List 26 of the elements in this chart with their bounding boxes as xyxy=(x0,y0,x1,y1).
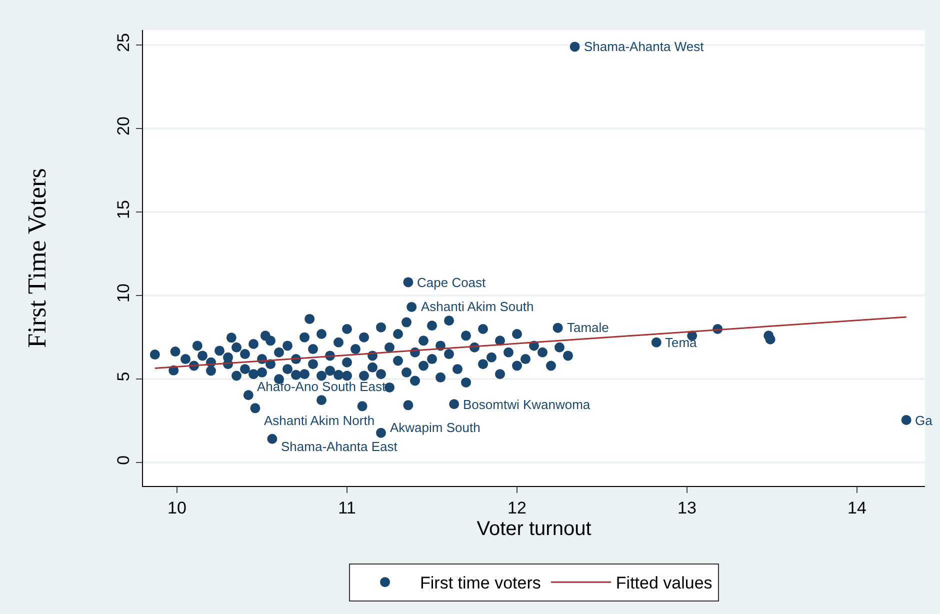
annotation: Ashanti Akim South xyxy=(421,299,534,314)
legend-label: First time voters xyxy=(420,574,541,593)
y-tick-label: 10 xyxy=(114,284,134,302)
annotation: Shama-Ahanta East xyxy=(281,439,398,454)
y-tick-label: 0 xyxy=(114,455,134,465)
y-tick-label: 15 xyxy=(114,200,134,219)
x-tick-label: 13 xyxy=(678,498,696,518)
x-tick-label: 14 xyxy=(848,498,866,518)
annotation: Shama-Ahanta West xyxy=(584,39,704,54)
y-tick-label: 5 xyxy=(114,372,134,382)
y-tick-label: 25 xyxy=(114,33,134,52)
annotation: Akwapim South xyxy=(390,420,480,435)
annotation: Cape Coast xyxy=(417,275,486,290)
annotation: Tema xyxy=(665,335,698,350)
x-axis-title: Voter turnout xyxy=(476,518,592,540)
x-tick-label: 12 xyxy=(508,498,526,518)
x-tick-label: 10 xyxy=(168,498,186,518)
y-tick-label: 20 xyxy=(114,116,134,136)
annotation: Ahafo-Ano South East xyxy=(257,379,386,394)
y-axis-title: First Time Voters xyxy=(22,168,52,348)
x-tick-label: 11 xyxy=(338,498,356,518)
legend-label: Fitted values xyxy=(616,574,712,593)
annotation: Ashanti Akim North xyxy=(264,413,375,428)
annotation: Ga xyxy=(915,413,934,428)
annotation: Tamale xyxy=(567,320,609,335)
annotation: Bosomtwi Kwanwoma xyxy=(463,397,591,412)
